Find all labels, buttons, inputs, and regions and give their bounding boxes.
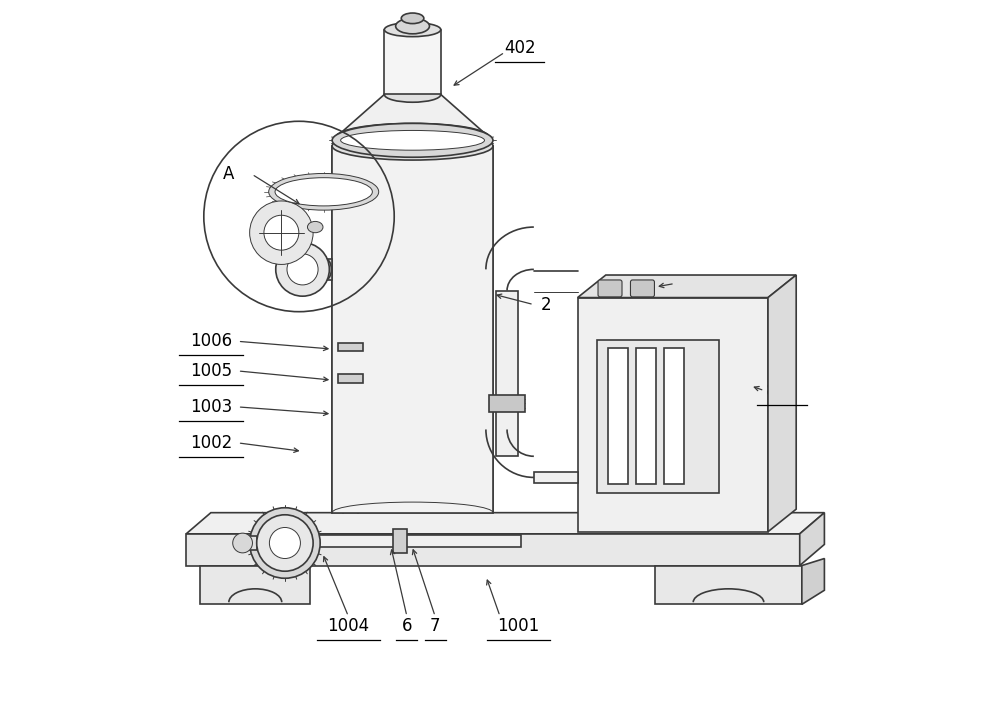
Polygon shape — [325, 259, 332, 280]
Ellipse shape — [401, 13, 424, 23]
Polygon shape — [578, 275, 796, 297]
Ellipse shape — [269, 173, 379, 210]
Ellipse shape — [332, 132, 493, 160]
Polygon shape — [384, 30, 441, 94]
Polygon shape — [597, 340, 719, 493]
Polygon shape — [578, 297, 768, 532]
Circle shape — [233, 533, 252, 553]
FancyBboxPatch shape — [598, 280, 622, 297]
Ellipse shape — [384, 23, 441, 37]
Circle shape — [257, 515, 313, 571]
Polygon shape — [200, 566, 310, 605]
Polygon shape — [768, 275, 796, 532]
Text: 1001: 1001 — [497, 617, 539, 634]
Ellipse shape — [275, 178, 372, 206]
Text: 801: 801 — [766, 382, 798, 400]
Polygon shape — [338, 375, 363, 383]
Polygon shape — [338, 343, 363, 351]
Polygon shape — [655, 566, 802, 605]
Ellipse shape — [332, 123, 493, 157]
Ellipse shape — [396, 18, 429, 34]
Polygon shape — [186, 534, 800, 566]
FancyBboxPatch shape — [630, 280, 654, 297]
Text: 2: 2 — [541, 296, 551, 314]
Text: 1004: 1004 — [327, 617, 369, 634]
Circle shape — [269, 527, 300, 559]
Text: 402: 402 — [504, 39, 536, 57]
Text: 7: 7 — [430, 617, 440, 634]
Polygon shape — [489, 395, 525, 412]
Polygon shape — [608, 348, 628, 484]
Polygon shape — [802, 559, 824, 605]
Text: 1003: 1003 — [190, 398, 232, 416]
Text: 1006: 1006 — [190, 332, 232, 350]
Text: A: A — [223, 165, 234, 183]
Polygon shape — [186, 513, 824, 534]
Ellipse shape — [384, 86, 441, 102]
Circle shape — [250, 201, 313, 264]
Ellipse shape — [307, 222, 323, 233]
Text: 1002: 1002 — [190, 434, 232, 452]
Polygon shape — [313, 535, 521, 547]
Polygon shape — [393, 529, 407, 553]
Ellipse shape — [336, 123, 489, 150]
Ellipse shape — [319, 259, 331, 280]
Ellipse shape — [341, 130, 484, 150]
Polygon shape — [534, 472, 578, 483]
Text: 10: 10 — [674, 275, 695, 292]
Text: 6: 6 — [402, 617, 412, 634]
Polygon shape — [636, 348, 656, 484]
Circle shape — [264, 215, 299, 250]
Polygon shape — [496, 290, 518, 456]
Polygon shape — [336, 94, 489, 137]
Text: 1005: 1005 — [190, 362, 232, 380]
Polygon shape — [243, 536, 257, 550]
Polygon shape — [332, 146, 493, 513]
Circle shape — [287, 254, 318, 285]
Circle shape — [276, 243, 329, 296]
Circle shape — [250, 508, 320, 578]
Polygon shape — [664, 348, 684, 484]
Polygon shape — [800, 513, 824, 566]
